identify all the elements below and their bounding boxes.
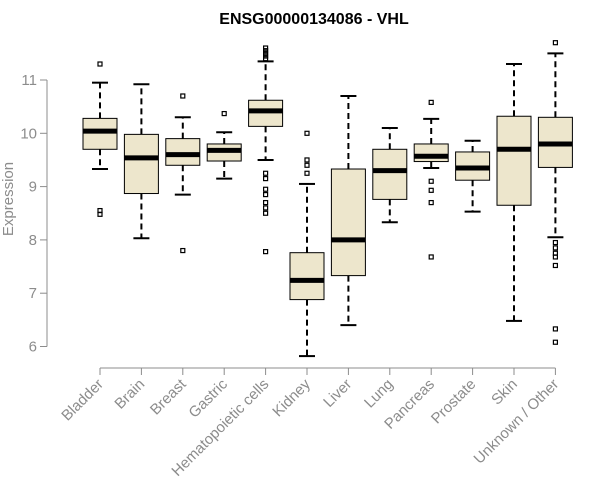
- y-tick-label: 10: [20, 125, 37, 142]
- iqr-box: [289, 252, 325, 301]
- y-tick-label: 6: [29, 339, 37, 356]
- outlier-point: [263, 176, 269, 182]
- y-tick-label: 8: [29, 232, 37, 249]
- outlier-point: [552, 254, 559, 260]
- x-tick-label: Liver: [320, 376, 355, 411]
- outlier-point: [263, 53, 269, 59]
- box-5: [248, 45, 284, 255]
- outlier-point: [97, 211, 103, 217]
- outlier-point: [263, 50, 269, 56]
- outlier-point: [304, 130, 310, 136]
- box-11: [496, 63, 532, 322]
- outlier-point: [552, 326, 559, 332]
- x-tick-label: Prostate: [428, 376, 480, 428]
- box-6: [289, 130, 325, 358]
- outlier-point: [263, 48, 269, 54]
- outlier-point: [263, 199, 269, 206]
- outlier-point: [552, 40, 559, 46]
- chart-title: ENSG00000134086 - VHL: [219, 11, 409, 28]
- outlier-point: [263, 56, 269, 62]
- y-axis-label: Expression: [0, 162, 17, 236]
- outlier-point: [263, 249, 269, 255]
- x-tick-label: Bladder: [58, 376, 107, 425]
- outlier-point: [428, 187, 434, 193]
- iqr-box: [123, 133, 159, 195]
- outlier-point: [428, 199, 434, 206]
- outlier-point: [180, 93, 186, 99]
- x-tick-label: Breast: [147, 375, 190, 418]
- x-tick-label: Lung: [361, 376, 397, 412]
- box-3: [165, 93, 201, 254]
- box-10: [455, 139, 491, 213]
- box-7: [330, 94, 366, 327]
- outlier-point: [180, 247, 186, 254]
- outlier-point: [304, 162, 310, 168]
- outlier-point: [428, 178, 434, 184]
- iqr-box: [496, 115, 532, 206]
- outlier-point: [263, 45, 269, 51]
- box-4: [206, 110, 242, 180]
- outlier-point: [552, 239, 559, 246]
- boxes: [82, 40, 573, 358]
- box-9: [413, 99, 449, 260]
- outlier-point: [552, 262, 559, 269]
- outlier-point: [221, 110, 227, 117]
- iqr-box: [82, 117, 118, 150]
- outlier-point: [263, 186, 269, 192]
- iqr-box: [330, 168, 366, 277]
- outlier-point: [263, 210, 269, 216]
- y-tick-label: 11: [21, 72, 37, 89]
- outlier-point: [428, 99, 434, 105]
- outlier-point: [263, 170, 269, 176]
- x-tick-label: Skin: [488, 376, 521, 409]
- outlier-point: [97, 61, 103, 67]
- outlier-point: [263, 191, 269, 198]
- outlier-point: [552, 245, 559, 251]
- outlier-point: [263, 205, 269, 211]
- outlier-point: [304, 170, 310, 176]
- y-tick-label: 9: [29, 179, 37, 196]
- iqr-box: [413, 143, 449, 163]
- outlier-point: [304, 157, 310, 163]
- y-tick-label: 7: [29, 285, 37, 302]
- outlier-point: [428, 254, 434, 260]
- box-12: [537, 40, 573, 345]
- outlier-point: [552, 339, 559, 345]
- box-1: [82, 61, 118, 217]
- iqr-box: [165, 138, 201, 166]
- y-axis: 6 7 8 9 10 11: [20, 72, 48, 356]
- box-2: [123, 83, 159, 240]
- iqr-box: [372, 148, 408, 200]
- box-8: [372, 126, 408, 224]
- x-tick-label: Kidney: [269, 375, 314, 420]
- x-tick-label: Brain: [111, 376, 148, 413]
